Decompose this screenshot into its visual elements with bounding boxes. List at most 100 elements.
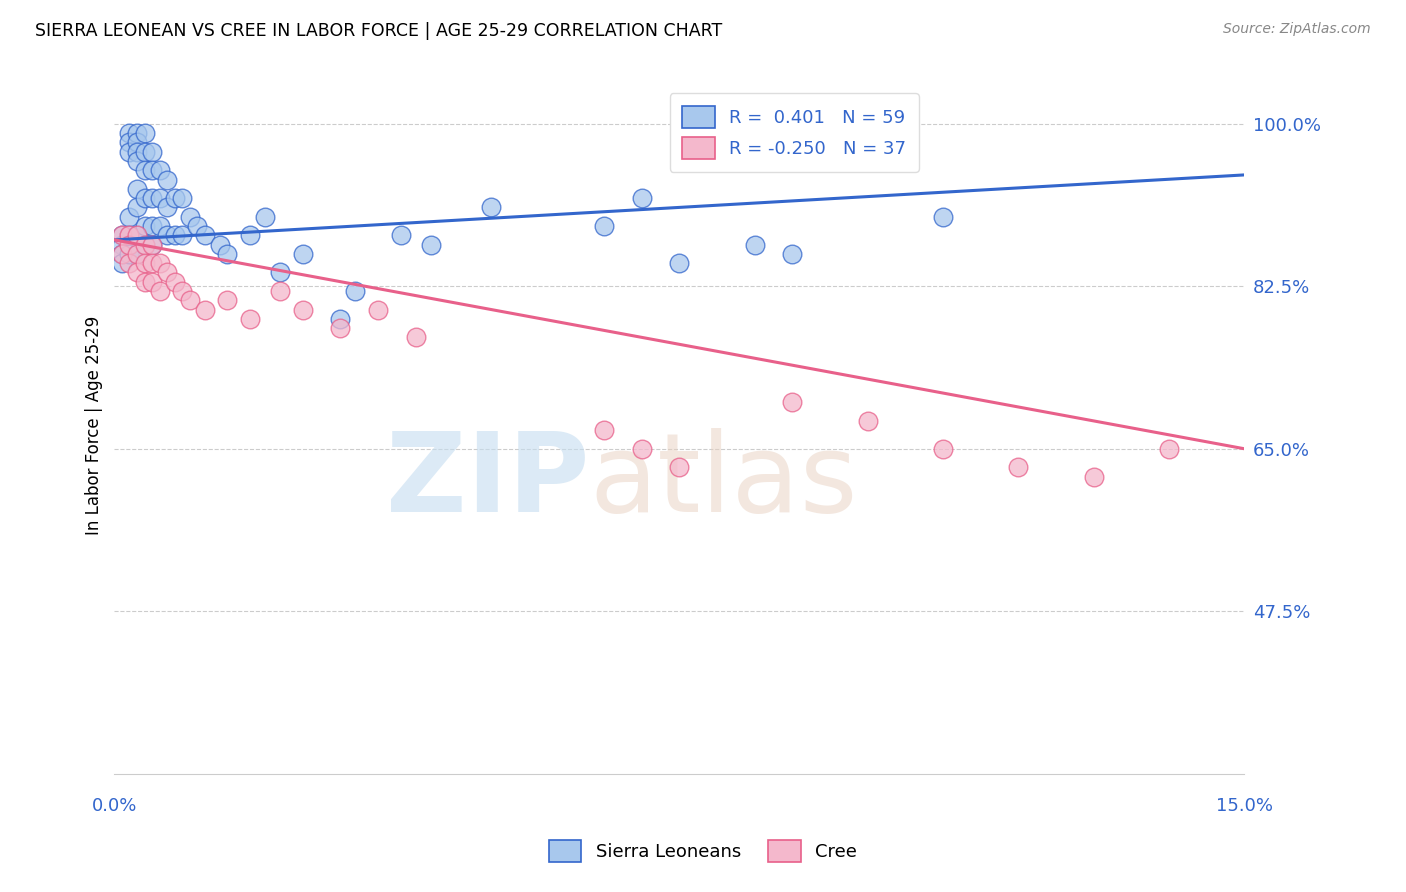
Point: [125, 247, 148, 261]
Point: [179, 210, 201, 224]
Text: 15.0%: 15.0%: [1216, 797, 1272, 815]
Point: [194, 302, 217, 317]
Point: [125, 265, 148, 279]
Point: [141, 275, 163, 289]
Point: [134, 145, 156, 159]
Point: [744, 237, 766, 252]
Point: [156, 201, 179, 215]
Point: [149, 284, 172, 298]
Point: [329, 311, 352, 326]
Legend: Sierra Leoneans, Cree: Sierra Leoneans, Cree: [541, 833, 865, 870]
Point: [932, 442, 955, 456]
Point: [125, 201, 148, 215]
Point: [217, 247, 239, 261]
Point: [134, 237, 156, 252]
Point: [163, 228, 186, 243]
Point: [156, 172, 179, 186]
Point: [1007, 460, 1029, 475]
Point: [111, 247, 134, 261]
Point: [593, 423, 616, 437]
Point: [111, 256, 134, 270]
Point: [163, 191, 186, 205]
Point: [125, 126, 148, 140]
Point: [134, 191, 156, 205]
Point: [118, 136, 141, 150]
Point: [291, 302, 314, 317]
Point: [118, 256, 141, 270]
Point: [856, 414, 879, 428]
Text: SIERRA LEONEAN VS CREE IN LABOR FORCE | AGE 25-29 CORRELATION CHART: SIERRA LEONEAN VS CREE IN LABOR FORCE | …: [35, 22, 723, 40]
Text: atlas: atlas: [589, 428, 858, 534]
Point: [111, 237, 134, 252]
Point: [239, 311, 262, 326]
Point: [186, 219, 208, 233]
Point: [479, 201, 502, 215]
Point: [405, 330, 427, 344]
Point: [141, 256, 163, 270]
Point: [141, 237, 163, 252]
Point: [932, 210, 955, 224]
Point: [134, 126, 156, 140]
Point: [134, 163, 156, 178]
Point: [134, 237, 156, 252]
Point: [630, 191, 652, 205]
Point: [668, 256, 690, 270]
Point: [118, 145, 141, 159]
Point: [630, 442, 652, 456]
Point: [125, 228, 148, 243]
Point: [156, 228, 179, 243]
Point: [194, 228, 217, 243]
Point: [172, 191, 194, 205]
Point: [134, 256, 156, 270]
Point: [149, 256, 172, 270]
Point: [1083, 469, 1105, 483]
Point: [217, 293, 239, 308]
Point: [593, 219, 616, 233]
Point: [118, 126, 141, 140]
Point: [668, 460, 690, 475]
Point: [118, 247, 141, 261]
Point: [172, 284, 194, 298]
Point: [782, 247, 804, 261]
Point: [269, 284, 291, 298]
Legend: R =  0.401   N = 59, R = -0.250   N = 37: R = 0.401 N = 59, R = -0.250 N = 37: [669, 94, 920, 172]
Point: [125, 136, 148, 150]
Y-axis label: In Labor Force | Age 25-29: In Labor Force | Age 25-29: [86, 316, 103, 535]
Point: [208, 237, 231, 252]
Point: [118, 228, 141, 243]
Point: [179, 293, 201, 308]
Point: [239, 228, 262, 243]
Point: [118, 228, 141, 243]
Point: [125, 145, 148, 159]
Point: [141, 163, 163, 178]
Point: [141, 191, 163, 205]
Text: Source: ZipAtlas.com: Source: ZipAtlas.com: [1223, 22, 1371, 37]
Point: [134, 275, 156, 289]
Point: [419, 237, 441, 252]
Point: [118, 237, 141, 252]
Point: [125, 247, 148, 261]
Point: [141, 237, 163, 252]
Point: [149, 219, 172, 233]
Point: [111, 228, 134, 243]
Point: [125, 153, 148, 168]
Point: [254, 210, 277, 224]
Point: [291, 247, 314, 261]
Point: [782, 395, 804, 409]
Point: [141, 145, 163, 159]
Point: [367, 302, 389, 317]
Point: [172, 228, 194, 243]
Point: [141, 219, 163, 233]
Point: [111, 228, 134, 243]
Point: [111, 247, 134, 261]
Point: [118, 210, 141, 224]
Point: [156, 265, 179, 279]
Point: [163, 275, 186, 289]
Point: [389, 228, 412, 243]
Point: [149, 191, 172, 205]
Point: [269, 265, 291, 279]
Point: [125, 182, 148, 196]
Point: [125, 228, 148, 243]
Point: [134, 219, 156, 233]
Text: 0.0%: 0.0%: [91, 797, 138, 815]
